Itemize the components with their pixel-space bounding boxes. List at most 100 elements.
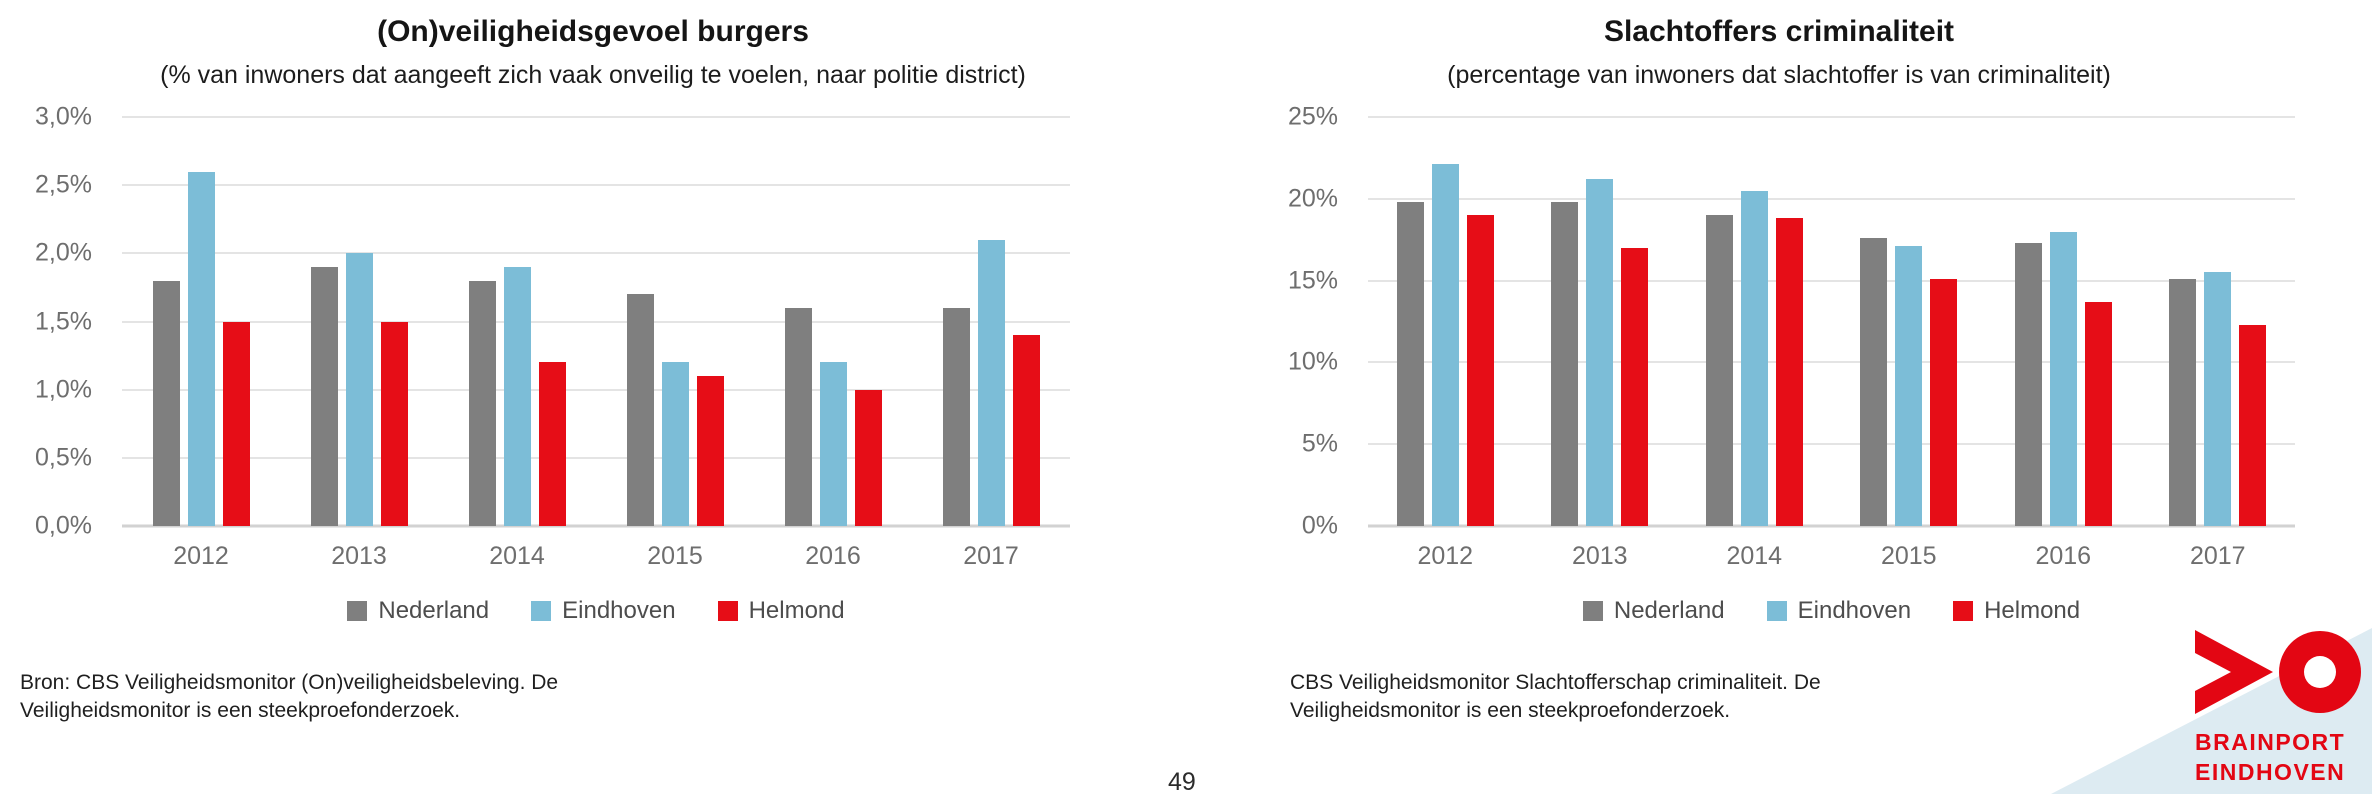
legend-swatch [1766, 601, 1787, 621]
gridline [122, 524, 1070, 528]
bar-nederland [784, 307, 812, 526]
gridline [1368, 443, 2295, 446]
chart-subtitle: (percentage van inwoners dat slachtoffer… [1447, 61, 2111, 89]
gridline [1368, 279, 2295, 282]
bar-eindhoven [1895, 246, 1923, 526]
x-axis-tick-label: 2017 [2189, 542, 2246, 570]
gridline [122, 456, 1070, 459]
gridline [1368, 524, 2295, 528]
plot-column: 2012 2013 2014 2015 2016 2017 Nederland Eindho… [122, 116, 1070, 625]
y-axis-tick-label: 2,5% [35, 170, 92, 199]
bar-group [2141, 117, 2296, 526]
bar-helmond [222, 321, 250, 526]
legend-item: Helmond [717, 597, 845, 625]
y-axis-tick-label: 3,0% [35, 102, 92, 131]
legend-swatch [1582, 601, 1603, 621]
x-axis-tick-label: 2015 [647, 542, 703, 570]
y-axis: 3,0% 2,5% 2,0% 1,5% 1,0% 0,5% 0,0% [30, 103, 92, 540]
bar-group [1368, 117, 1523, 526]
bar-eindhoven [977, 239, 1005, 526]
legend-swatch [1953, 601, 1974, 621]
bar-series [122, 117, 1070, 526]
bar-eindhoven [2049, 231, 2077, 526]
chart-panel-veiligheidsgevoel: (On)veiligheidsgevoel burgers (% van inw… [0, 0, 1186, 725]
x-axis-tick-label: 2016 [805, 542, 861, 570]
bar-nederland [152, 280, 180, 526]
logo-line1: BRAINPORT [2195, 729, 2346, 755]
y-axis-tick-label: 20% [1287, 184, 1338, 213]
gridline [122, 252, 1070, 255]
chart-title: Slachtoffers criminaliteit [1603, 15, 1955, 48]
gridline [122, 388, 1070, 391]
legend-label: Helmond [1984, 597, 2081, 624]
bar-eindhoven [661, 362, 689, 526]
y-axis-tick-label: 0,0% [35, 511, 92, 540]
source-note: CBS Veiligheidsmonitor Slachtofferschap … [1290, 671, 1821, 722]
bar-group [1986, 117, 2141, 526]
bar-helmond [1012, 335, 1040, 526]
x-axis-tick-label: 2012 [1417, 542, 1474, 570]
legend-item: Helmond [1953, 597, 2080, 625]
legend-label: Eindhoven [562, 597, 676, 624]
page-number: 49 [1168, 768, 1196, 796]
logo-line2: EINDHOVEN [2195, 759, 2346, 785]
bar-eindhoven [345, 253, 373, 526]
bar-helmond [2239, 324, 2267, 526]
gridlines [1368, 116, 2295, 528]
logo-wordmark: BRAINPORT EINDHOVEN [2195, 727, 2365, 787]
legend-label: Nederland [378, 597, 490, 624]
bar-group [280, 117, 438, 526]
gridline [1368, 116, 2295, 118]
chart-body: 25% 20% 15% 10% 5% 0% 2012 2013 2014 2015 2016 201… [1276, 103, 2296, 625]
bar-group [1832, 117, 1987, 526]
x-axis-tick-label: 2012 [173, 542, 229, 570]
bar-eindhoven [1740, 190, 1768, 526]
bar-group [1677, 117, 1832, 526]
gridline [1368, 361, 2295, 364]
bar-helmond [2084, 301, 2112, 526]
bar-group [1523, 117, 1678, 526]
source-note: Bron: CBS Veiligheidsmonitor (On)veiligh… [20, 671, 559, 722]
ring-icon [2279, 630, 2361, 714]
x-axis: 2012 2013 2014 2015 2016 2017 [122, 542, 1070, 571]
bar-eindhoven [187, 171, 215, 526]
bar-eindhoven [819, 362, 847, 526]
bar-nederland [1860, 238, 1888, 526]
bar-nederland [1551, 202, 1579, 526]
gridline [1368, 197, 2295, 200]
bar-nederland [942, 307, 970, 526]
chart-subtitle: (% van inwoners dat aangeeft zich vaak o… [160, 61, 1026, 89]
chevron-right-icon [2195, 630, 2273, 714]
gridline [122, 184, 1070, 187]
bar-nederland [2169, 278, 2197, 526]
bar-nederland [1705, 215, 1733, 526]
bar-nederland [1396, 202, 1424, 526]
legend-swatch [531, 601, 552, 621]
bar-helmond [1466, 215, 1494, 526]
bar-helmond [1930, 278, 1958, 526]
gridlines [122, 116, 1070, 528]
gridline [122, 116, 1070, 118]
y-axis-tick-label: 1,5% [35, 307, 92, 335]
legend-item: Nederland [347, 597, 489, 625]
x-axis-tick-label: 2016 [2035, 542, 2092, 570]
bar-eindhoven [503, 266, 531, 526]
x-axis-tick-label: 2014 [1726, 542, 1783, 570]
bar-helmond [1775, 218, 1803, 526]
legend-label: Eindhoven [1797, 597, 1912, 624]
x-axis-tick-label: 2014 [489, 542, 545, 570]
legend-swatch [717, 601, 738, 621]
bar-group [438, 117, 596, 526]
legend: Nederland Eindhoven Helmond [1368, 597, 2295, 625]
chart-title: (On)veiligheidsgevoel burgers [377, 15, 809, 48]
bar-nederland [626, 294, 654, 526]
bar-nederland [468, 280, 496, 526]
chart-panel-slachtoffers: Slachtoffers criminaliteit (percentage v… [1186, 0, 2372, 725]
plot-column: 2012 2013 2014 2015 2016 2017 Nederland Eindho… [1368, 116, 2296, 625]
y-axis: 25% 20% 15% 10% 5% 0% [1276, 103, 1338, 540]
y-axis-tick-label: 5% [1301, 429, 1338, 458]
bar-nederland [2014, 242, 2042, 526]
y-axis-tick-label: 25% [1287, 102, 1338, 131]
y-axis-tick-label: 0% [1301, 511, 1338, 540]
bar-eindhoven [1431, 164, 1459, 526]
